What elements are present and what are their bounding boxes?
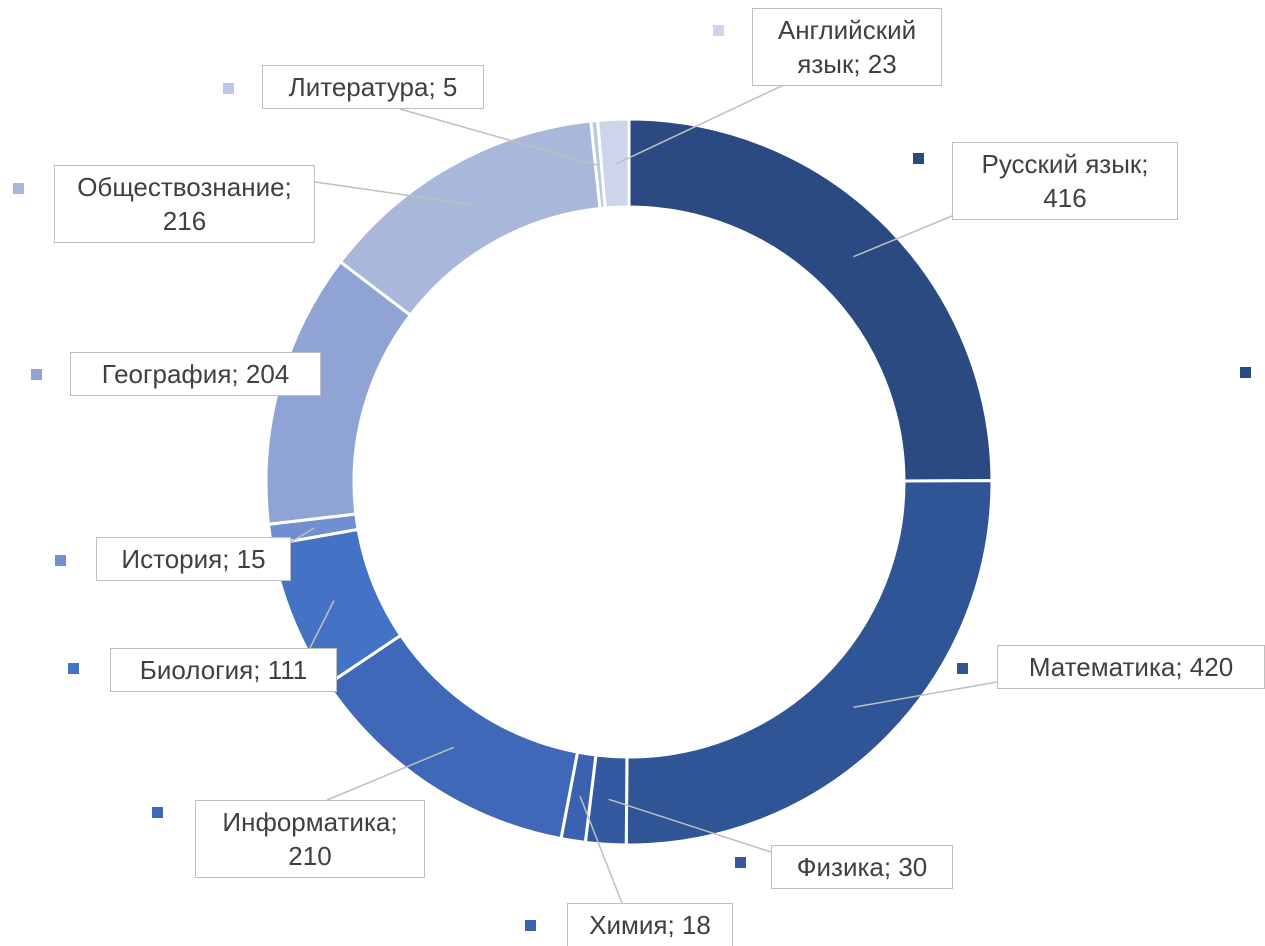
data-label: Биология; 111 <box>110 648 337 692</box>
data-label: Обществознание; 216 <box>54 165 315 243</box>
data-label: География; 204 <box>70 352 321 396</box>
donut-slice <box>595 117 631 210</box>
leader-line <box>314 181 474 206</box>
legend-marker <box>735 857 746 868</box>
legend-marker <box>713 25 724 36</box>
legend-marker <box>223 83 234 94</box>
leader-line <box>853 215 953 258</box>
data-label: История; 15 <box>96 537 291 581</box>
legend-marker <box>957 663 968 674</box>
leader-line <box>614 81 791 165</box>
donut-slice <box>338 119 602 318</box>
data-label: Химия; 18 <box>567 903 733 946</box>
legend-marker <box>152 807 163 818</box>
leader-line <box>608 798 772 853</box>
data-label: Английский язык; 23 <box>752 8 942 86</box>
leader-line <box>309 600 335 649</box>
leader-line <box>579 795 623 904</box>
donut-slice <box>627 117 994 483</box>
data-label: Литература; 5 <box>262 65 484 109</box>
legend-marker <box>68 663 79 674</box>
legend-marker <box>913 153 924 164</box>
legend-marker <box>1240 367 1251 378</box>
leader-line <box>853 681 998 709</box>
legend-marker <box>55 555 66 566</box>
data-label: Физика; 30 <box>771 845 953 889</box>
legend-marker <box>31 369 42 380</box>
donut-slice <box>624 479 994 847</box>
leader-line <box>326 746 454 801</box>
data-label: Информатика; 210 <box>195 800 425 878</box>
data-label: Математика; 420 <box>997 645 1265 689</box>
legend-marker <box>525 920 536 931</box>
leader-line <box>399 108 599 167</box>
legend-marker <box>13 183 24 194</box>
data-label: Русский язык; 416 <box>952 142 1178 220</box>
leader-line <box>290 527 315 543</box>
